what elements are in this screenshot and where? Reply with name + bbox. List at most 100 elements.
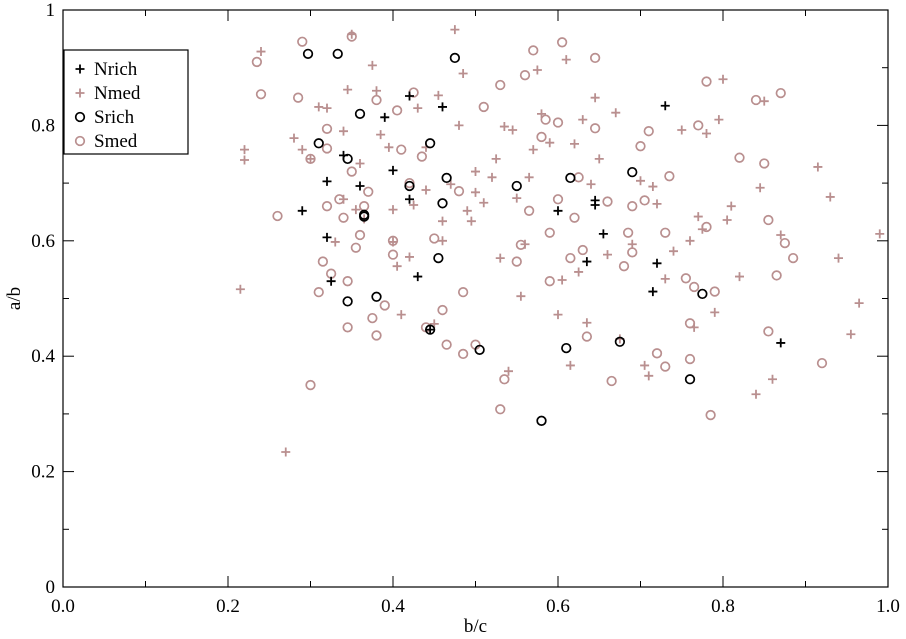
data-point-nmed (528, 145, 538, 155)
y-tick-label: 0 (46, 577, 56, 598)
data-point-nmed (813, 162, 823, 172)
data-point-smed (255, 89, 267, 100)
data-point-smed (387, 249, 399, 260)
data-point-smed (457, 287, 469, 298)
data-point-nmed (392, 261, 402, 271)
data-point-smed (297, 36, 308, 47)
data-point-nmed (660, 274, 670, 284)
data-point-smed (272, 210, 283, 222)
data-point-smed (536, 131, 547, 143)
data-point-smed (342, 276, 353, 287)
data-point-nmed (636, 176, 645, 186)
data-point-smed (734, 152, 745, 163)
data-point-srich (511, 180, 522, 192)
data-point-nmed (487, 172, 497, 182)
data-point-smed (581, 331, 593, 342)
data-point-smed (589, 123, 601, 134)
data-point-nmed (499, 122, 509, 132)
data-point-nmed (322, 103, 332, 113)
data-point-nmed (372, 86, 381, 96)
data-point-smed (775, 87, 786, 99)
data-point-nmed (718, 74, 728, 84)
data-point-smed (651, 348, 663, 359)
data-point-nmed (590, 93, 600, 103)
data-point-smed (519, 70, 531, 81)
data-point-smed (540, 114, 551, 125)
data-point-nmed (446, 179, 456, 189)
data-point-srich (354, 108, 366, 120)
data-point-nmed (256, 47, 266, 57)
x-tick-label: 0.0 (51, 596, 75, 617)
data-point-smed (709, 286, 720, 297)
data-point-srich (371, 291, 382, 302)
x-axis-label: b/c (464, 616, 487, 637)
data-point-smed (577, 244, 588, 256)
legend-marker-srich (74, 111, 86, 123)
legend-marker-nrich (75, 64, 85, 74)
data-point-nmed (710, 307, 720, 317)
data-point-nrich (355, 181, 365, 191)
y-tick-label: 0.2 (31, 462, 55, 483)
data-point-smed (816, 357, 828, 369)
axis-tick-labels: 0.0 0.2 0.4 0.6 0.8 1.0 0 0.2 0.4 0.6 0.8 1 (31, 0, 900, 617)
data-point-smed (321, 123, 333, 135)
data-point-srich (358, 211, 370, 222)
data-point-nrich (413, 272, 423, 282)
data-point-smed (437, 304, 448, 316)
data-point-smed (701, 221, 712, 233)
data-point-smed (552, 117, 564, 128)
data-point-smed (350, 242, 362, 253)
data-point-nmed (854, 298, 864, 308)
data-point-nmed (343, 85, 353, 95)
data-point-nmed (306, 154, 315, 164)
data-point-nrich (438, 102, 447, 112)
data-point-nmed (582, 318, 592, 328)
data-point-nmed (376, 130, 386, 140)
data-point-smed (515, 239, 527, 250)
data-point-nmed (726, 201, 736, 211)
data-point-nmed (702, 128, 711, 138)
legend-label-srich: Srich (94, 107, 135, 128)
data-point-srich (424, 324, 436, 335)
x-tick-label: 0.2 (216, 596, 240, 617)
data-point-nrich (660, 101, 670, 111)
data-point-smed (321, 201, 333, 212)
data-point-nrich (326, 276, 336, 286)
data-point-smed (750, 94, 762, 106)
data-point-smed (763, 214, 774, 226)
data-point-nmed (640, 360, 650, 370)
data-point-nmed (578, 115, 588, 125)
data-point-smed (693, 120, 704, 131)
data-point-nmed (759, 96, 769, 106)
data-point-nmed (466, 216, 476, 226)
data-point-nrich (776, 338, 786, 348)
data-marks (235, 25, 885, 457)
data-point-smed (556, 37, 568, 48)
data-point-nmed (561, 55, 571, 65)
y-tick-label: 0.4 (31, 346, 55, 367)
data-point-smed (660, 361, 671, 372)
data-point-smed (346, 31, 357, 42)
y-tick-label: 0.8 (31, 115, 55, 136)
data-point-smed (569, 212, 580, 223)
data-point-smed (371, 94, 382, 106)
data-point-smed (334, 194, 345, 205)
data-point-nmed (512, 193, 522, 203)
data-point-nrich (388, 165, 398, 175)
data-point-srich (404, 180, 415, 192)
data-point-nmed (330, 237, 340, 247)
data-point-smed (759, 158, 770, 169)
data-point-nmed (648, 182, 658, 192)
data-point-smed (627, 201, 638, 212)
data-point-nmed (611, 108, 621, 118)
data-point-nmed (875, 229, 885, 239)
data-point-nrich (652, 258, 662, 268)
data-point-srich (342, 296, 353, 307)
data-point-smed (589, 52, 601, 64)
data-point-srich (424, 138, 436, 149)
data-point-smed (391, 105, 403, 116)
data-point-smed (639, 195, 650, 206)
data-point-smed (313, 287, 324, 298)
data-point-smed (495, 404, 506, 415)
data-point-smed (305, 379, 316, 391)
